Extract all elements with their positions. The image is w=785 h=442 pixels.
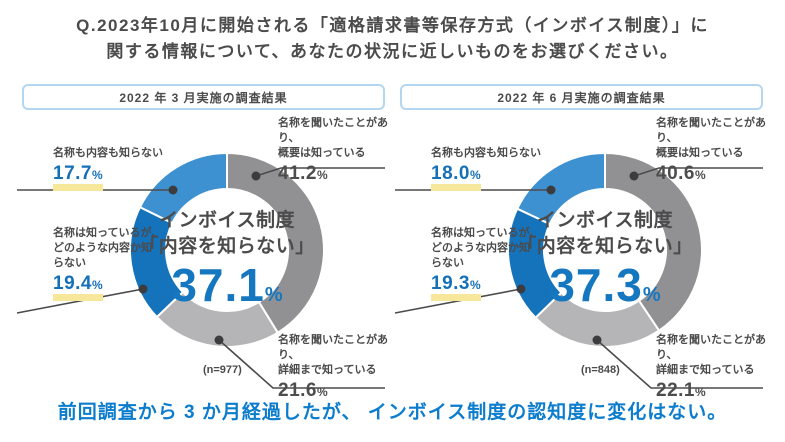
- segment-label-name-only-june: 名称は知っているが、 どのような内容か知 らない 19.3%: [431, 226, 551, 301]
- callout-dot: [629, 171, 639, 181]
- segment-label-name-only-march: 名称は知っているが、 どのような内容か知 らない 19.4%: [53, 226, 173, 301]
- callout-line: [633, 167, 763, 177]
- segment-label-detail-june: 名称を聞いたことがあり、 詳細まで知っている 22.1%: [656, 333, 771, 400]
- conclusion-text: 前回調査から 3 か月経過したが、 インボイス制度の認知度に変化はない。: [57, 402, 728, 423]
- question-title: Q.2023年10月に開始される「適格請求書等保存方式（インボイス制度）」に 関…: [0, 13, 785, 66]
- panel-header-june: 2022 年 6 月実施の調査結果: [400, 84, 763, 110]
- sample-size-june: (n=848): [581, 364, 620, 376]
- highlighted-value: 18.0%: [431, 164, 482, 191]
- segment-value: 18.0%: [431, 164, 541, 191]
- callout-line: [255, 167, 385, 177]
- panel-march-survey: 2022 年 3 月実施の調査結果 名称も内容も知らない 17.7% 名称は知っ…: [15, 80, 393, 425]
- donut-center-label-march: インボイス制度 「内容を知らない」 37.1%: [107, 208, 347, 308]
- donut-chart-june: [394, 151, 763, 389]
- segment-value: 17.7%: [53, 164, 163, 191]
- question-title-line1: Q.2023年10月に開始される「適格請求書等保存方式（インボイス制度）」に: [76, 16, 709, 35]
- segment-label-overview-june: 名称を聞いたことがあり、 概要は知っている 40.6%: [656, 116, 771, 183]
- question-title-line2: 関する情報について、あなたの状況に近しいものをお選びください。: [106, 42, 679, 62]
- callout-line: [596, 339, 763, 389]
- segment-label-unknown-june: 名称も内容も知らない 18.0%: [431, 146, 541, 191]
- panel-june-survey: 2022 年 6 月実施の調査結果 名称も内容も知らない 18.0% 名称は知っ…: [393, 80, 771, 425]
- callout-line: [218, 339, 385, 389]
- segment-label-overview-march: 名称を聞いたことがあり、 概要は知っている 41.2%: [278, 116, 393, 183]
- donut-segment: [604, 151, 703, 332]
- sample-size-march: (n=977): [203, 364, 242, 376]
- segment-value: 22.1%: [656, 379, 707, 401]
- donut-segment: [226, 151, 325, 335]
- callout-dot: [251, 171, 261, 181]
- callout-line: [16, 288, 144, 314]
- callout-dot: [546, 185, 556, 195]
- callout-dot: [516, 284, 526, 294]
- panel-header-june-label: 2022 年 6 月実施の調査結果: [497, 90, 666, 105]
- panel-header-march: 2022 年 3 月実施の調査結果: [22, 84, 385, 110]
- segment-label-text: 名称も内容も知らない: [53, 147, 163, 159]
- donut-center-label-june: インボイス制度 「内容を知らない」 37.3%: [485, 208, 725, 308]
- segment-label-unknown-march: 名称も内容も知らない 17.7%: [53, 146, 163, 191]
- highlighted-value: 17.7%: [53, 164, 104, 191]
- segment-value: 40.6%: [656, 162, 707, 184]
- donut-segment: [138, 151, 228, 225]
- segment-value: 19.4%: [53, 274, 173, 301]
- segment-value: 21.6%: [278, 379, 329, 401]
- callout-dot: [214, 335, 224, 345]
- segment-value: 19.3%: [431, 274, 551, 301]
- segment-label-text: 名称も内容も知らない: [431, 147, 541, 159]
- donut-center-value: 37.1%: [171, 259, 283, 312]
- donut-center-value: 37.3%: [549, 259, 661, 312]
- panel-header-march-label: 2022 年 3 月実施の調査結果: [119, 90, 288, 105]
- segment-label-detail-march: 名称を聞いたことがあり、 詳細まで知っている 21.6%: [278, 333, 393, 400]
- highlighted-value: 19.3%: [431, 274, 482, 301]
- segment-value: 41.2%: [278, 162, 329, 184]
- callout-line: [394, 288, 522, 314]
- highlighted-value: 19.4%: [53, 274, 104, 301]
- donut-segment: [515, 151, 606, 226]
- callout-dot: [138, 284, 148, 294]
- callout-dot: [592, 335, 602, 345]
- callout-dot: [168, 185, 178, 195]
